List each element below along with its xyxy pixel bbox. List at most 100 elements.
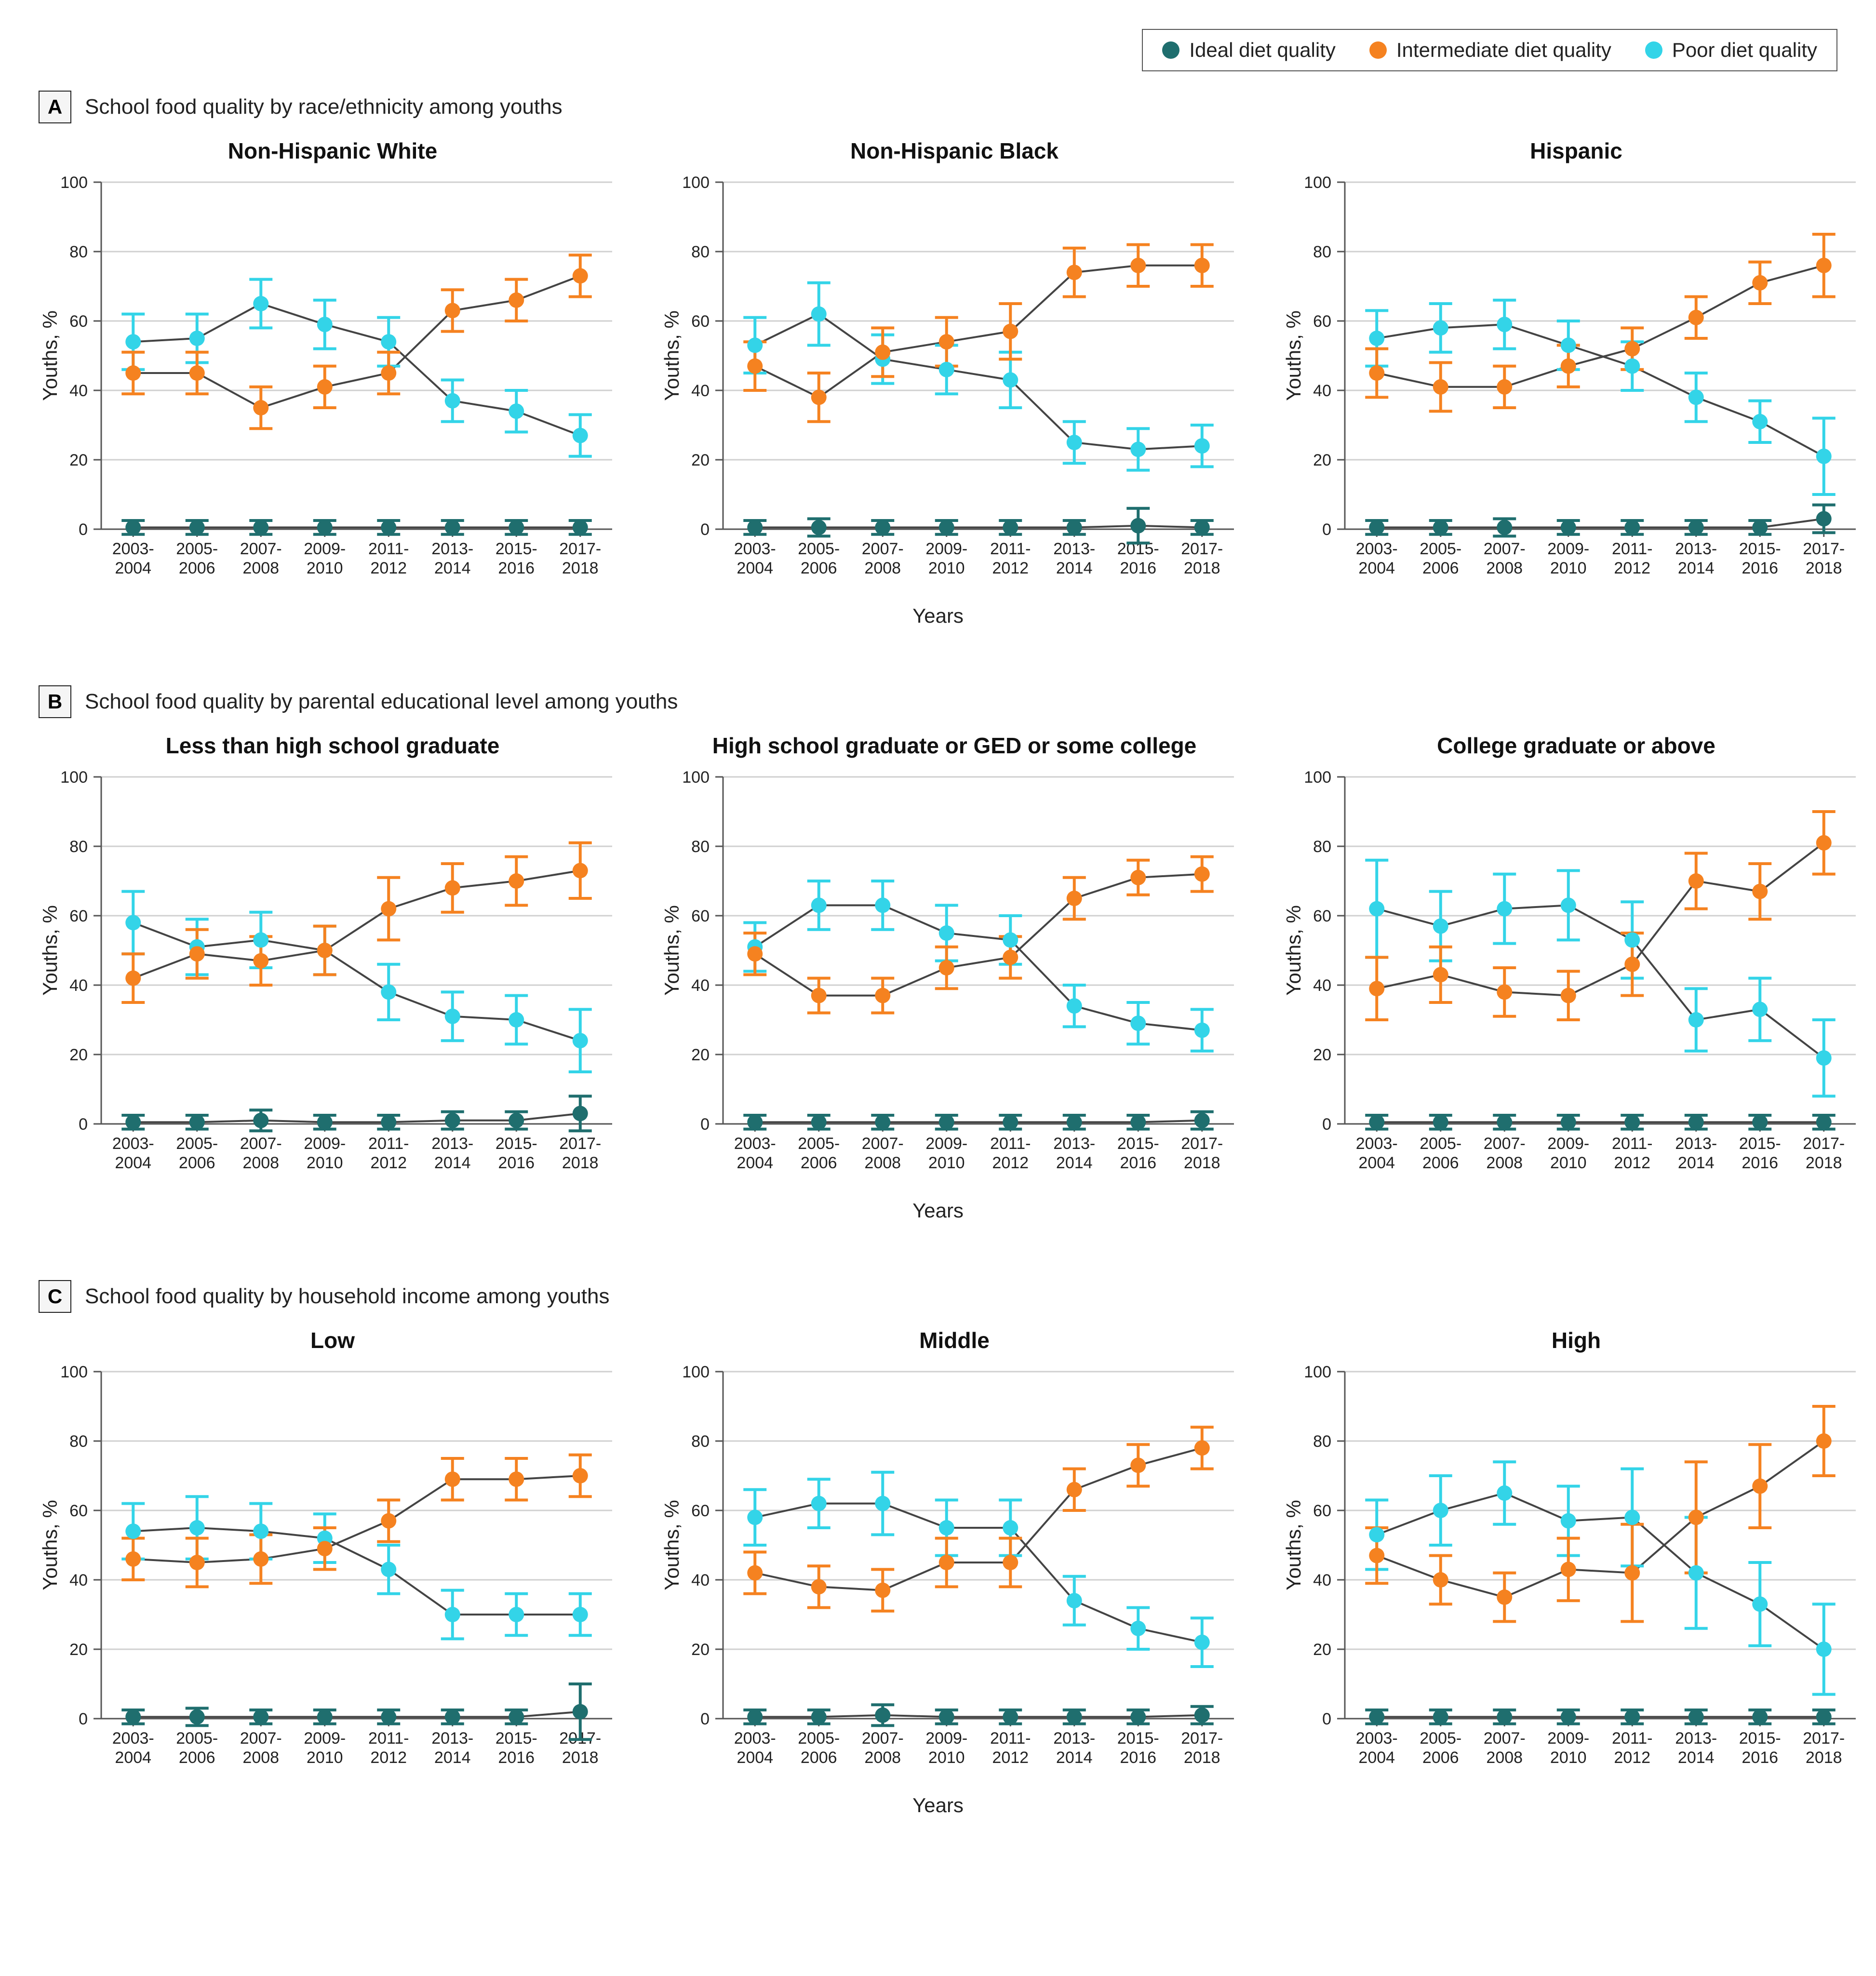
svg-text:2011-: 2011- bbox=[990, 540, 1031, 558]
legend-label-poor: Poor diet quality bbox=[1672, 39, 1817, 62]
svg-text:2015-: 2015- bbox=[496, 540, 537, 558]
panel-title: College graduate or above bbox=[1282, 733, 1870, 759]
svg-text:2006: 2006 bbox=[801, 1154, 837, 1172]
svg-text:2014: 2014 bbox=[434, 1154, 471, 1172]
svg-text:2003-: 2003- bbox=[734, 1135, 776, 1153]
x-axis-label: Years bbox=[39, 1794, 1837, 1817]
svg-text:20: 20 bbox=[691, 1641, 710, 1659]
svg-text:2011-: 2011- bbox=[990, 1729, 1031, 1748]
svg-text:Youths, %: Youths, % bbox=[1282, 310, 1305, 401]
svg-text:2005-: 2005- bbox=[798, 540, 840, 558]
svg-text:2013-: 2013- bbox=[1675, 540, 1717, 558]
svg-text:60: 60 bbox=[691, 312, 710, 331]
section-c: CSchool food quality by household income… bbox=[39, 1280, 1837, 1817]
svg-text:2013-: 2013- bbox=[1053, 1135, 1095, 1153]
errorbar-chart: 020406080100Youths, %2003-20042005-20062… bbox=[660, 1362, 1248, 1781]
svg-text:20: 20 bbox=[691, 1046, 710, 1064]
svg-text:2005-: 2005- bbox=[1420, 540, 1461, 558]
svg-text:2013-: 2013- bbox=[1675, 1135, 1717, 1153]
svg-text:0: 0 bbox=[700, 1710, 710, 1728]
svg-text:2006: 2006 bbox=[801, 1749, 837, 1767]
svg-text:2009-: 2009- bbox=[304, 1135, 346, 1153]
svg-text:2009-: 2009- bbox=[925, 540, 967, 558]
svg-text:40: 40 bbox=[69, 382, 88, 400]
svg-text:2018: 2018 bbox=[1184, 1154, 1220, 1172]
svg-text:0: 0 bbox=[79, 1710, 88, 1728]
svg-text:2009-: 2009- bbox=[925, 1729, 967, 1748]
svg-text:Youths, %: Youths, % bbox=[39, 310, 61, 401]
svg-text:20: 20 bbox=[1313, 451, 1331, 469]
svg-text:2009-: 2009- bbox=[1547, 540, 1589, 558]
svg-text:Youths, %: Youths, % bbox=[660, 310, 683, 401]
svg-text:2005-: 2005- bbox=[1420, 1729, 1461, 1748]
section-header: BSchool food quality by parental educati… bbox=[39, 685, 1837, 718]
svg-text:2017-: 2017- bbox=[1181, 1729, 1223, 1748]
svg-text:2009-: 2009- bbox=[304, 1729, 346, 1748]
svg-text:80: 80 bbox=[69, 1432, 88, 1451]
legend-item-intermediate: Intermediate diet quality bbox=[1369, 39, 1611, 62]
svg-text:40: 40 bbox=[69, 976, 88, 995]
svg-text:2007-: 2007- bbox=[240, 540, 282, 558]
svg-text:80: 80 bbox=[1313, 1432, 1331, 1451]
svg-text:2017-: 2017- bbox=[1803, 1729, 1845, 1748]
svg-text:2008: 2008 bbox=[242, 559, 279, 577]
svg-text:60: 60 bbox=[691, 1502, 710, 1520]
legend-swatch-poor bbox=[1645, 41, 1662, 59]
section-title: School food quality by race/ethnicity am… bbox=[85, 95, 563, 119]
panel-row: Less than high school graduate0204060801… bbox=[39, 733, 1837, 1187]
svg-text:100: 100 bbox=[1304, 768, 1331, 787]
chart-panel: High020406080100Youths, %2003-20042005-2… bbox=[1282, 1327, 1870, 1781]
svg-text:Youths, %: Youths, % bbox=[660, 905, 683, 996]
panel-title: Hispanic bbox=[1282, 138, 1870, 164]
svg-text:2008: 2008 bbox=[242, 1749, 279, 1767]
svg-text:40: 40 bbox=[691, 382, 710, 400]
svg-text:2015-: 2015- bbox=[496, 1729, 537, 1748]
svg-text:2004: 2004 bbox=[1358, 1154, 1395, 1172]
errorbar-chart: 020406080100Youths, %2003-20042005-20062… bbox=[39, 767, 627, 1187]
svg-text:2018: 2018 bbox=[562, 559, 599, 577]
svg-text:2018: 2018 bbox=[1806, 559, 1842, 577]
svg-text:2010: 2010 bbox=[928, 1749, 965, 1767]
svg-text:2005-: 2005- bbox=[176, 1729, 218, 1748]
panel-row: Low020406080100Youths, %2003-20042005-20… bbox=[39, 1327, 1837, 1781]
svg-text:2003-: 2003- bbox=[1356, 1135, 1398, 1153]
svg-text:2006: 2006 bbox=[179, 1749, 215, 1767]
svg-text:2004: 2004 bbox=[737, 1749, 773, 1767]
svg-text:2014: 2014 bbox=[434, 559, 471, 577]
svg-text:20: 20 bbox=[69, 1641, 88, 1659]
legend-item-ideal: Ideal diet quality bbox=[1162, 39, 1336, 62]
section-badge: C bbox=[39, 1280, 71, 1313]
svg-text:2016: 2016 bbox=[1120, 559, 1156, 577]
chart-panel: Middle020406080100Youths, %2003-20042005… bbox=[660, 1327, 1248, 1781]
errorbar-chart: 020406080100Youths, %2003-20042005-20062… bbox=[39, 173, 627, 592]
svg-text:2007-: 2007- bbox=[240, 1729, 282, 1748]
svg-text:2018: 2018 bbox=[1184, 1749, 1220, 1767]
svg-text:2016: 2016 bbox=[498, 1154, 535, 1172]
legend-label-intermediate: Intermediate diet quality bbox=[1396, 39, 1611, 62]
svg-text:2013-: 2013- bbox=[431, 1729, 473, 1748]
svg-text:0: 0 bbox=[1322, 1115, 1331, 1134]
svg-text:2010: 2010 bbox=[307, 559, 343, 577]
section-badge: A bbox=[39, 91, 71, 123]
chart-panel: Non-Hispanic White020406080100Youths, %2… bbox=[39, 138, 627, 592]
svg-text:2014: 2014 bbox=[1056, 1749, 1093, 1767]
svg-text:2014: 2014 bbox=[1056, 559, 1093, 577]
svg-text:2011-: 2011- bbox=[1612, 1729, 1652, 1748]
chart-panel: Non-Hispanic Black020406080100Youths, %2… bbox=[660, 138, 1248, 592]
svg-text:2003-: 2003- bbox=[112, 1135, 154, 1153]
svg-text:2010: 2010 bbox=[1550, 1154, 1587, 1172]
svg-text:0: 0 bbox=[1322, 1710, 1331, 1728]
svg-text:2008: 2008 bbox=[1486, 1154, 1523, 1172]
section-b: BSchool food quality by parental educati… bbox=[39, 685, 1837, 1222]
svg-text:2005-: 2005- bbox=[176, 1135, 218, 1153]
svg-text:2010: 2010 bbox=[928, 559, 965, 577]
svg-text:40: 40 bbox=[1313, 976, 1331, 995]
svg-text:2013-: 2013- bbox=[431, 1135, 473, 1153]
svg-text:2008: 2008 bbox=[864, 559, 901, 577]
svg-text:2013-: 2013- bbox=[1053, 1729, 1095, 1748]
svg-text:2007-: 2007- bbox=[862, 1135, 904, 1153]
svg-text:60: 60 bbox=[1313, 907, 1331, 925]
svg-text:2013-: 2013- bbox=[431, 540, 473, 558]
svg-text:2009-: 2009- bbox=[1547, 1729, 1589, 1748]
svg-text:60: 60 bbox=[69, 312, 88, 331]
